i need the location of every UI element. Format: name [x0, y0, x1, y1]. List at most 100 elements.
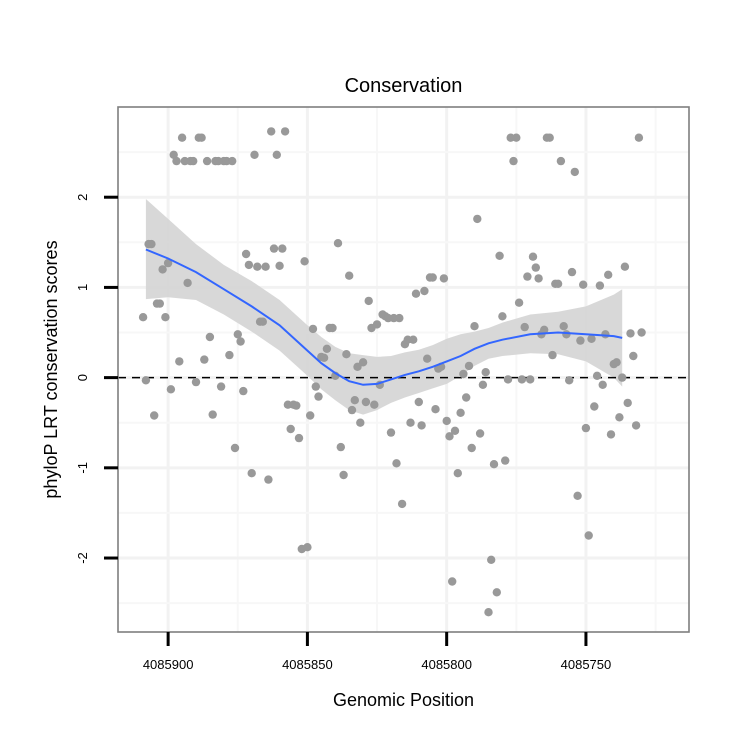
- x-tick-label: 4085750: [561, 657, 612, 672]
- data-point: [339, 470, 348, 480]
- data-point: [230, 443, 240, 453]
- chart-title: Conservation: [345, 75, 463, 97]
- data-point: [414, 397, 423, 407]
- data-point: [328, 323, 337, 333]
- data-point: [545, 133, 554, 142]
- data-point: [216, 382, 226, 391]
- points-layer: [138, 127, 646, 617]
- data-point: [531, 263, 540, 272]
- data-point: [189, 156, 198, 166]
- data-point: [342, 350, 351, 359]
- data-point: [495, 251, 504, 260]
- data-point: [540, 325, 549, 334]
- data-point: [456, 408, 465, 417]
- data-point: [576, 336, 585, 345]
- data-point: [275, 261, 284, 270]
- data-point: [489, 460, 499, 469]
- x-tick-label: 4085850: [282, 657, 333, 672]
- x-tick-label: 4085900: [143, 657, 194, 672]
- data-point: [439, 274, 449, 283]
- data-point: [306, 411, 315, 420]
- data-point: [411, 289, 421, 298]
- data-point: [244, 260, 254, 270]
- data-point: [395, 313, 404, 323]
- data-point: [620, 262, 630, 271]
- data-point: [565, 376, 574, 385]
- data-point: [573, 491, 582, 500]
- y-tick-label: -1: [75, 462, 90, 474]
- data-point: [523, 272, 532, 281]
- data-point: [350, 396, 359, 405]
- axis-layer: 4085900 4085850 4085800 4085750 -2 -1 0 1 2: [75, 194, 611, 672]
- data-point: [300, 257, 309, 266]
- data-point: [409, 335, 418, 344]
- data-point: [562, 330, 571, 339]
- data-point: [423, 354, 432, 363]
- x-axis-label: Genomic Position: [333, 690, 474, 710]
- data-point: [361, 397, 371, 407]
- data-point: [595, 281, 605, 290]
- data-point: [631, 421, 641, 430]
- data-point: [634, 133, 644, 142]
- data-point: [487, 555, 496, 564]
- data-point: [534, 274, 543, 283]
- data-point: [526, 375, 535, 384]
- data-point: [428, 273, 437, 282]
- data-point: [637, 328, 646, 337]
- data-point: [498, 312, 507, 321]
- data-point: [601, 330, 610, 339]
- data-point: [445, 432, 454, 441]
- data-point: [397, 499, 407, 509]
- data-point: [478, 380, 488, 389]
- data-point: [581, 423, 591, 433]
- data-point: [353, 362, 362, 371]
- data-point: [386, 428, 396, 437]
- data-point: [183, 278, 192, 288]
- data-point: [333, 239, 343, 248]
- data-point: [520, 322, 529, 332]
- data-point: [258, 317, 267, 326]
- data-point: [280, 127, 290, 136]
- data-point: [247, 469, 256, 478]
- data-point: [264, 475, 273, 484]
- data-point: [172, 156, 181, 166]
- data-point: [228, 156, 237, 166]
- data-point: [303, 543, 312, 552]
- data-point: [492, 588, 501, 597]
- data-point: [604, 270, 613, 279]
- data-point: [392, 459, 401, 468]
- data-point: [191, 377, 201, 387]
- data-point: [241, 249, 251, 259]
- data-point: [473, 214, 482, 224]
- data-point: [197, 133, 206, 142]
- data-point: [475, 429, 485, 438]
- data-point: [250, 150, 259, 159]
- data-point: [233, 330, 242, 339]
- data-point: [559, 322, 568, 331]
- y-tick-label: -2: [75, 552, 90, 564]
- data-point: [514, 298, 524, 307]
- y-tick-label: 0: [75, 374, 90, 381]
- data-point: [200, 355, 209, 364]
- smooth-trend-line: [145, 248, 623, 386]
- data-point: [615, 413, 624, 422]
- data-point: [570, 167, 579, 177]
- data-point: [503, 375, 513, 384]
- data-point: [567, 267, 577, 277]
- data-point: [161, 313, 170, 322]
- plot-panel-border: [117, 106, 690, 633]
- data-point: [308, 324, 318, 334]
- data-point: [261, 262, 270, 271]
- data-point: [311, 382, 320, 391]
- data-point: [372, 320, 382, 329]
- data-point: [528, 252, 538, 261]
- data-point: [169, 150, 178, 159]
- data-point: [336, 442, 345, 452]
- data-point: [406, 418, 415, 427]
- data-point: [278, 244, 287, 253]
- data-point: [347, 405, 357, 415]
- data-point: [225, 350, 234, 360]
- confidence-band: [145, 199, 623, 415]
- data-point: [512, 133, 521, 142]
